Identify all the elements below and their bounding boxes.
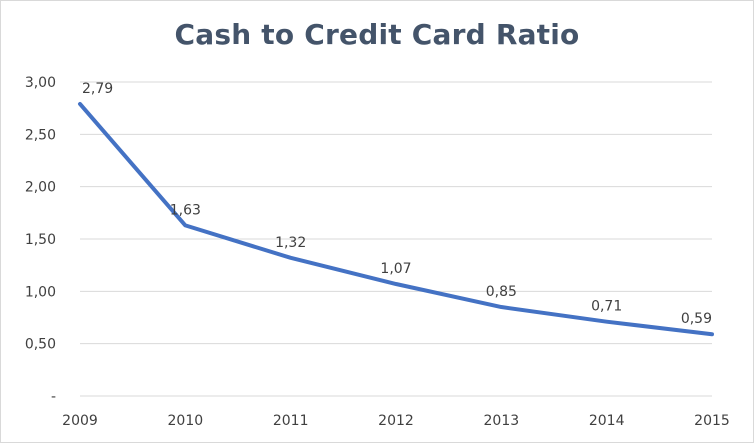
data-label: 2,79 bbox=[82, 81, 113, 97]
data-label: 1,32 bbox=[275, 235, 306, 251]
gridlines bbox=[80, 81, 712, 397]
y-tick-label: 2,00 bbox=[25, 180, 56, 196]
data-label: 0,71 bbox=[591, 299, 622, 315]
y-tick-label: 1,50 bbox=[25, 232, 56, 248]
y-tick-label: 1,00 bbox=[25, 284, 56, 300]
y-tick-label: 2,50 bbox=[25, 127, 56, 143]
x-tick-label: 2015 bbox=[694, 413, 730, 429]
y-axis-tick-labels: - 0,50 1,00 1,50 2,00 2,50 3,00 bbox=[25, 75, 56, 405]
y-tick-label: 0,50 bbox=[25, 337, 56, 353]
y-tick-label: 3,00 bbox=[25, 75, 56, 91]
x-tick-label: 2013 bbox=[484, 413, 520, 429]
x-tick-label: 2012 bbox=[378, 413, 414, 429]
y-tick-label: - bbox=[51, 389, 56, 405]
chart-title: Cash to Credit Card Ratio bbox=[174, 18, 580, 51]
x-tick-label: 2011 bbox=[273, 413, 309, 429]
x-tick-label: 2010 bbox=[168, 413, 204, 429]
data-label: 0,85 bbox=[486, 284, 517, 300]
x-axis-tick-labels: 2009 2010 2011 2012 2013 2014 2015 bbox=[62, 413, 730, 429]
data-label: 1,07 bbox=[380, 261, 411, 277]
series-line-group bbox=[78, 101, 714, 337]
data-label: 1,63 bbox=[170, 202, 201, 218]
data-label: 0,59 bbox=[681, 311, 712, 327]
x-tick-label: 2014 bbox=[589, 413, 625, 429]
x-tick-label: 2009 bbox=[62, 413, 98, 429]
data-labels: 2,79 1,63 1,32 1,07 0,85 0,71 0,59 bbox=[82, 81, 712, 327]
